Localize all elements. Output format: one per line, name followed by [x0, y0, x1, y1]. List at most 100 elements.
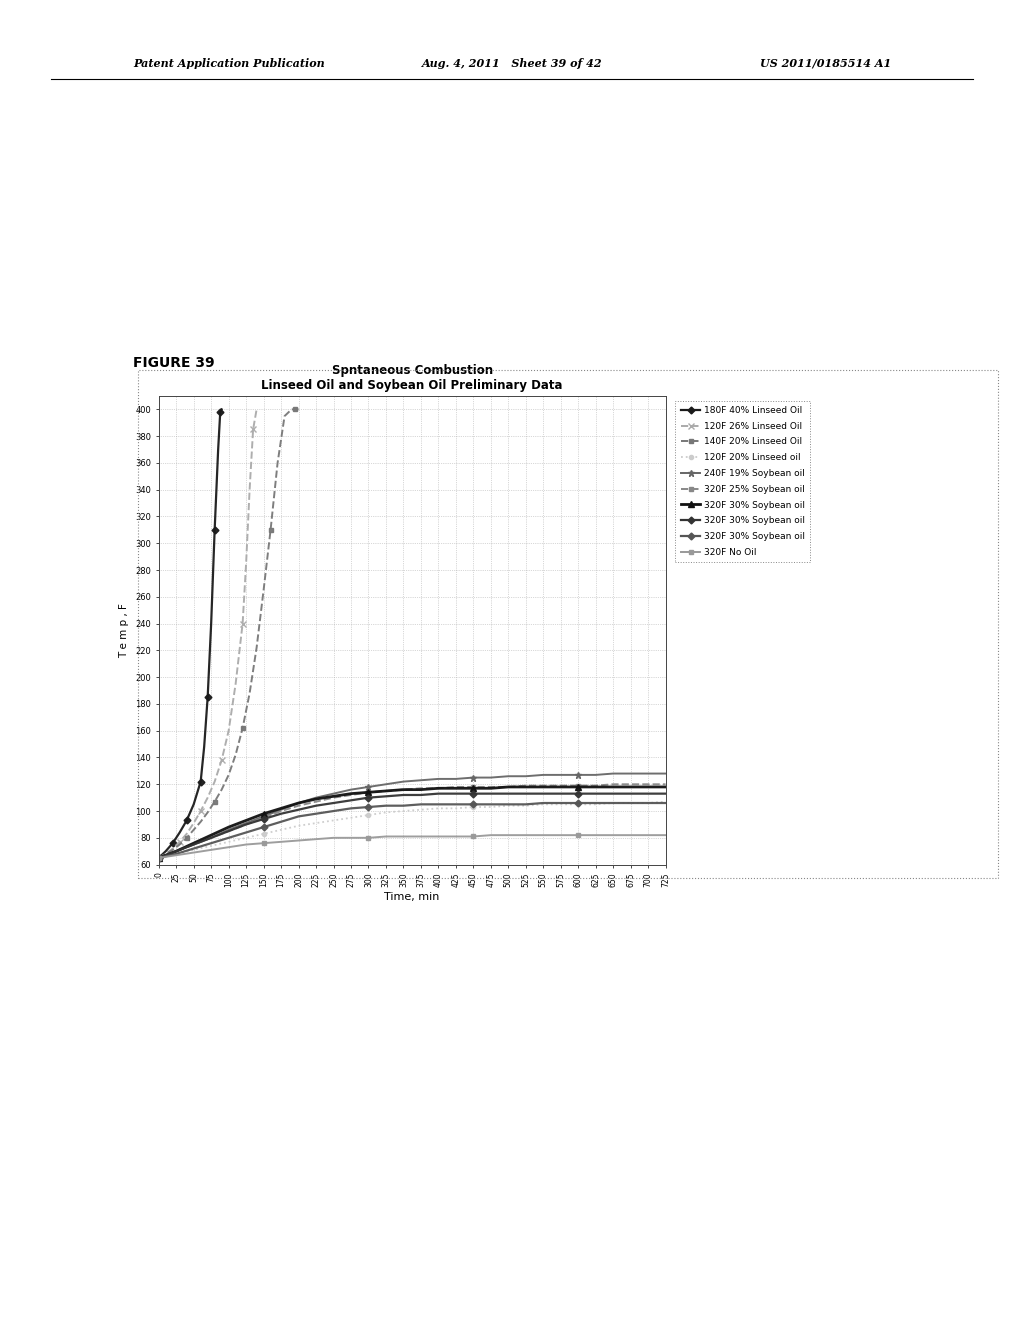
320F No Oil: [187, 845, 200, 861]
240F 19% Soybean oil: [432, 771, 444, 787]
120F 20% Linseed oil: [450, 800, 462, 816]
320F 25% Soybean oil: [502, 779, 514, 795]
180F 40% Linseed Oil: [180, 813, 193, 829]
320F 25% Soybean oil: [625, 776, 637, 792]
320F 30% Soybean oil: [345, 792, 357, 808]
140F 20% Linseed Oil: [187, 822, 200, 838]
320F 25% Soybean oil: [607, 776, 620, 792]
240F 19% Soybean oil: [345, 781, 357, 797]
320F 30% Soybean oil: [205, 830, 217, 846]
320F 30% Soybean oil: [555, 779, 567, 795]
320F No Oil: [572, 828, 585, 843]
320F 30% Soybean oil: [293, 808, 305, 824]
320F 30% Soybean oil: [467, 785, 479, 801]
240F 19% Soybean oil: [625, 766, 637, 781]
320F 30% Soybean oil: [187, 837, 200, 853]
320F 30% Soybean oil: [328, 803, 340, 818]
320F 30% Soybean oil: [450, 796, 462, 812]
320F 30% Soybean oil: [607, 779, 620, 795]
320F 30% Soybean oil: [538, 779, 550, 795]
140F 20% Linseed Oil: [237, 721, 249, 737]
180F 40% Linseed Oil: [209, 521, 221, 537]
Line: 320F 30% Soybean oil: 320F 30% Soybean oil: [157, 801, 668, 861]
320F 25% Soybean oil: [538, 777, 550, 793]
320F No Oil: [153, 850, 165, 866]
320F No Oil: [415, 829, 427, 845]
120F 26% Linseed Oil: [180, 826, 193, 842]
320F 30% Soybean oil: [397, 797, 410, 813]
320F 30% Soybean oil: [153, 850, 165, 866]
320F No Oil: [450, 829, 462, 845]
320F 30% Soybean oil: [397, 787, 410, 803]
320F 30% Soybean oil: [187, 836, 200, 851]
120F 20% Linseed oil: [345, 809, 357, 826]
180F 40% Linseed Oil: [173, 825, 185, 841]
240F 19% Soybean oil: [328, 785, 340, 801]
140F 20% Linseed Oil: [215, 781, 227, 797]
240F 19% Soybean oil: [467, 770, 479, 785]
240F 19% Soybean oil: [415, 772, 427, 788]
120F 20% Linseed oil: [293, 818, 305, 834]
120F 26% Linseed Oil: [244, 482, 256, 498]
140F 20% Linseed Oil: [286, 401, 298, 417]
320F 30% Soybean oil: [380, 797, 392, 813]
140F 20% Linseed Oil: [173, 837, 185, 853]
320F 30% Soybean oil: [345, 800, 357, 816]
120F 20% Linseed oil: [502, 797, 514, 813]
320F 30% Soybean oil: [187, 841, 200, 857]
120F 26% Linseed Oil: [215, 752, 227, 768]
320F 30% Soybean oil: [625, 785, 637, 801]
320F 30% Soybean oil: [538, 795, 550, 810]
120F 20% Linseed oil: [659, 793, 672, 809]
320F No Oil: [607, 828, 620, 843]
240F 19% Soybean oil: [257, 808, 269, 824]
320F 30% Soybean oil: [415, 796, 427, 812]
240F 19% Soybean oil: [380, 776, 392, 792]
140F 20% Linseed Oil: [229, 747, 242, 763]
320F 30% Soybean oil: [484, 785, 497, 801]
320F No Oil: [397, 829, 410, 845]
140F 20% Linseed Oil: [160, 846, 172, 862]
120F 26% Linseed Oil: [202, 789, 214, 805]
320F 30% Soybean oil: [572, 795, 585, 810]
320F 30% Soybean oil: [467, 796, 479, 812]
320F 30% Soybean oil: [625, 779, 637, 795]
Y-axis label: T e m p , F: T e m p , F: [120, 603, 129, 657]
120F 26% Linseed Oil: [167, 841, 179, 857]
320F 30% Soybean oil: [432, 785, 444, 801]
320F 30% Soybean oil: [519, 779, 531, 795]
120F 26% Linseed Oil: [240, 556, 252, 572]
320F 30% Soybean oil: [310, 791, 323, 807]
320F No Oil: [519, 828, 531, 843]
320F 25% Soybean oil: [415, 780, 427, 796]
140F 20% Linseed Oil: [289, 401, 301, 417]
320F 25% Soybean oil: [555, 777, 567, 793]
140F 20% Linseed Oil: [293, 401, 305, 417]
120F 26% Linseed Oil: [229, 676, 242, 692]
180F 40% Linseed Oil: [160, 843, 172, 859]
320F 30% Soybean oil: [555, 795, 567, 810]
120F 26% Linseed Oil: [222, 723, 234, 739]
240F 19% Soybean oil: [310, 789, 323, 805]
180F 40% Linseed Oil: [153, 850, 165, 866]
320F 30% Soybean oil: [274, 800, 287, 816]
120F 20% Linseed oil: [572, 796, 585, 812]
320F 30% Soybean oil: [170, 843, 182, 859]
Line: 320F 25% Soybean oil: 320F 25% Soybean oil: [157, 781, 668, 861]
320F 30% Soybean oil: [293, 795, 305, 810]
320F 30% Soybean oil: [328, 795, 340, 810]
320F No Oil: [240, 837, 252, 853]
180F 40% Linseed Oil: [214, 404, 226, 420]
320F 30% Soybean oil: [415, 781, 427, 797]
Line: 320F 30% Soybean oil: 320F 30% Soybean oil: [156, 784, 669, 861]
120F 20% Linseed oil: [240, 830, 252, 846]
320F 30% Soybean oil: [380, 788, 392, 804]
120F 20% Linseed oil: [432, 800, 444, 816]
320F 25% Soybean oil: [240, 817, 252, 833]
Title: Spntaneous Combustion
Linseed Oil and Soybean Oil Preliminary Data: Spntaneous Combustion Linseed Oil and So…: [261, 364, 563, 392]
320F 30% Soybean oil: [607, 795, 620, 810]
Legend: 180F 40% Linseed Oil, 120F 26% Linseed Oil, 140F 20% Linseed Oil, 120F 20% Linse: 180F 40% Linseed Oil, 120F 26% Linseed O…: [675, 400, 810, 562]
320F No Oil: [274, 834, 287, 850]
320F 30% Soybean oil: [362, 799, 375, 814]
240F 19% Soybean oil: [397, 774, 410, 789]
